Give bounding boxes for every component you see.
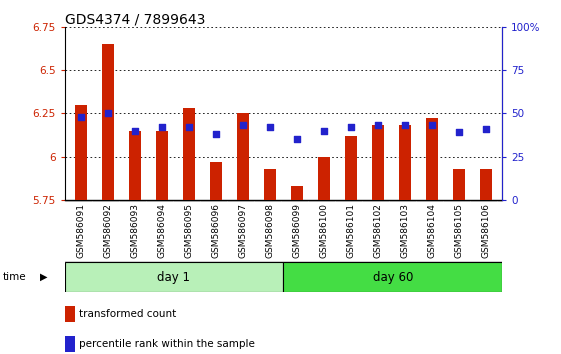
Text: day 60: day 60	[373, 270, 413, 284]
Point	[76, 114, 85, 120]
Text: time: time	[3, 272, 26, 282]
Text: GSM586091: GSM586091	[76, 203, 85, 258]
Bar	[156, 131, 168, 200]
Point	[157, 124, 166, 130]
Point	[265, 124, 274, 130]
Bar	[210, 162, 222, 200]
Text: percentile rank within the sample: percentile rank within the sample	[79, 339, 255, 349]
Point	[454, 130, 463, 135]
Bar	[318, 156, 330, 200]
Text: GSM586106: GSM586106	[481, 203, 490, 258]
Point	[130, 128, 139, 133]
Bar	[128, 131, 141, 200]
Text: GSM586103: GSM586103	[401, 203, 410, 258]
Bar	[453, 169, 465, 200]
Point	[319, 128, 328, 133]
Bar	[264, 169, 276, 200]
Text: ▶: ▶	[40, 272, 48, 282]
Bar	[237, 113, 249, 200]
Text: GDS4374 / 7899643: GDS4374 / 7899643	[65, 12, 205, 27]
Text: GSM586105: GSM586105	[454, 203, 463, 258]
Bar	[65, 262, 283, 292]
Text: GSM586092: GSM586092	[103, 203, 112, 258]
Bar	[183, 108, 195, 200]
Bar	[480, 169, 492, 200]
Text: GSM586093: GSM586093	[130, 203, 139, 258]
Text: GSM586100: GSM586100	[319, 203, 328, 258]
Point	[184, 124, 193, 130]
Text: GSM586094: GSM586094	[157, 203, 166, 258]
Bar	[75, 105, 87, 200]
Text: GSM586104: GSM586104	[427, 203, 436, 258]
Text: transformed count: transformed count	[79, 309, 176, 319]
Point	[427, 122, 436, 128]
Point	[103, 110, 112, 116]
Point	[292, 137, 301, 142]
Point	[401, 122, 410, 128]
Text: GSM586097: GSM586097	[238, 203, 247, 258]
Text: GSM586096: GSM586096	[211, 203, 220, 258]
Bar	[426, 119, 438, 200]
Point	[346, 124, 355, 130]
Text: day 1: day 1	[158, 270, 190, 284]
Text: GSM586098: GSM586098	[265, 203, 274, 258]
Bar	[399, 125, 411, 200]
Bar	[345, 136, 357, 200]
Bar	[283, 262, 502, 292]
Text: GSM586099: GSM586099	[292, 203, 301, 258]
Text: GSM586102: GSM586102	[373, 203, 383, 258]
Bar	[372, 125, 384, 200]
Point	[211, 131, 220, 137]
Text: GSM586101: GSM586101	[346, 203, 355, 258]
Point	[481, 126, 490, 132]
Point	[374, 122, 383, 128]
Bar	[102, 44, 114, 200]
Point	[238, 122, 247, 128]
Text: GSM586095: GSM586095	[184, 203, 194, 258]
Bar	[291, 186, 303, 200]
